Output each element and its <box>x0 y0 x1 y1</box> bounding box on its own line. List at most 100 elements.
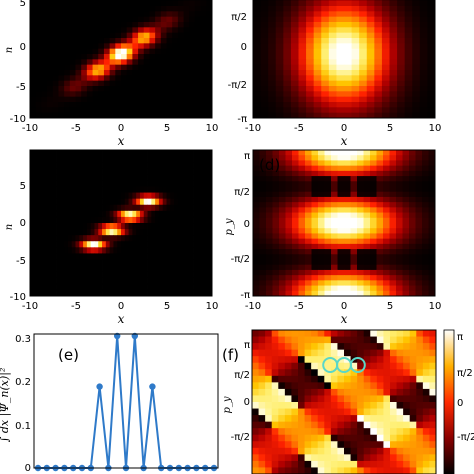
heatmap-b-cell <box>306 54 315 60</box>
heatmap-c-cell <box>200 253 205 260</box>
heatmap-f-cell <box>278 441 286 449</box>
heatmap-c-cell <box>166 235 171 242</box>
heatmap-a-cell <box>149 0 156 7</box>
heatmap-d-cell <box>253 160 260 167</box>
heatmap-c-cell <box>56 259 61 266</box>
heatmap-c-cell <box>113 162 118 169</box>
heatmap-c-cell <box>113 253 118 260</box>
heatmap-d-cell <box>285 254 293 260</box>
heatmap-b-cell <box>283 54 292 60</box>
heatmap-b-cell <box>283 96 292 103</box>
heatmap-f-cell <box>271 388 279 396</box>
heatmap-b-cell <box>328 91 337 98</box>
heatmap-a-cell <box>58 43 65 50</box>
heatmap-c-cell <box>105 204 111 212</box>
heatmap-c-cell <box>139 204 145 212</box>
heatmap-a-cell <box>115 48 122 55</box>
heatmap-c-cell <box>181 241 186 248</box>
heatmap-c-cell <box>162 174 167 181</box>
heatmap-c-cell <box>64 259 69 266</box>
heatmap-a-cell <box>115 96 122 103</box>
heatmap-b-cell <box>313 0 322 7</box>
heatmap-c-cell <box>170 168 175 175</box>
heatmap-d-cell <box>272 202 280 208</box>
heatmap-d-cell <box>272 155 280 161</box>
heatmap-a-cell <box>206 48 213 55</box>
heatmap-f-cell <box>390 349 397 357</box>
heatmap-f-cell <box>350 434 358 442</box>
heatmap-f-cell <box>330 408 338 416</box>
heatmap-d-cell <box>292 155 299 161</box>
heatmap-b-cell <box>260 75 269 82</box>
heatmap-c-cell <box>204 235 209 242</box>
heatmap-d-cell <box>298 170 306 177</box>
heatmap-a-cell <box>143 54 150 60</box>
heatmap-c-cell <box>105 235 111 242</box>
heatmap-b-cell <box>351 27 360 34</box>
heatmap-a-cell <box>75 80 82 87</box>
heatmap-b-cell <box>351 48 360 55</box>
heatmap-b-cell <box>283 112 292 119</box>
heatmap-c-cell <box>128 198 133 206</box>
heatmap-c-cell <box>174 162 179 169</box>
heatmap-f-cell <box>376 382 384 390</box>
heatmap-d-cell <box>324 181 332 187</box>
heatmap-f-cell <box>370 395 378 403</box>
heatmap-a-cell <box>115 70 122 76</box>
heatmap-c-cell <box>102 192 107 200</box>
heatmap-c-cell <box>98 162 103 169</box>
heatmap-b-cell <box>313 70 322 76</box>
heatmap-c-cell <box>196 253 202 260</box>
heatmap-c-cell <box>117 259 122 266</box>
heatmap-c-cell <box>79 150 84 157</box>
heatmap-f-cell <box>258 467 266 474</box>
heatmap-f-cell <box>429 343 437 351</box>
heatmap-f-cell <box>357 454 365 462</box>
heatmap-a-cell <box>132 59 139 66</box>
heatmap-f-cell <box>376 421 384 429</box>
heatmap-c-cell <box>124 204 129 212</box>
heatmap-b-cell <box>381 0 390 2</box>
heatmap-d-cell <box>370 212 377 219</box>
heatmap-c-cell <box>200 283 205 291</box>
heatmap-c-cell <box>60 168 65 175</box>
heatmap-a-cell <box>115 16 122 23</box>
heatmap-c-cell <box>48 174 54 181</box>
heatmap-b-cell <box>344 0 352 2</box>
heatmap-c-cell <box>33 253 38 260</box>
heatmap-f-cell <box>258 362 266 370</box>
heatmap-d-cell <box>285 243 293 250</box>
heatmap-c-cell <box>128 180 133 187</box>
heatmap-c-cell <box>181 168 186 175</box>
heatmap-f-cell <box>363 402 371 409</box>
heatmap-c-cell <box>151 277 156 285</box>
heatmap-a-cell <box>35 70 42 76</box>
heatmap-d-cell <box>266 191 273 198</box>
heatmap-f-cell <box>271 408 279 416</box>
heatmap-d-cell <box>350 212 358 219</box>
heatmap-d-cell <box>363 275 371 281</box>
heatmap-c-cell <box>177 186 183 193</box>
heatmap-a-cell <box>200 16 207 23</box>
heatmap-d-cell <box>318 264 325 271</box>
heatmap-a-cell <box>41 38 48 44</box>
heatmap-d-cell <box>318 165 325 172</box>
heatmap-c-cell <box>196 192 202 200</box>
heatmap-b-cell <box>366 0 375 2</box>
heatmap-a-cell <box>177 59 184 66</box>
heatmap-d-cell <box>422 170 429 177</box>
heatmap-f-cell <box>291 330 299 337</box>
heatmap-c-cell <box>60 283 65 291</box>
ytick-f-4: -π/2 <box>231 432 250 443</box>
heatmap-c-cell <box>181 283 186 291</box>
heatmap-a-cell <box>132 27 139 34</box>
heatmap-c-cell <box>56 204 61 212</box>
heatmap-a-cell <box>98 0 105 7</box>
heatmap-f-cell <box>350 395 358 403</box>
heatmap-d-cell <box>422 165 429 172</box>
heatmap-b-cell <box>427 22 436 28</box>
heatmap-a-cell <box>183 16 190 23</box>
heatmap-c-cell <box>155 265 160 273</box>
heatmap-a-cell <box>183 48 190 55</box>
heatmap-b-cell <box>404 107 413 114</box>
